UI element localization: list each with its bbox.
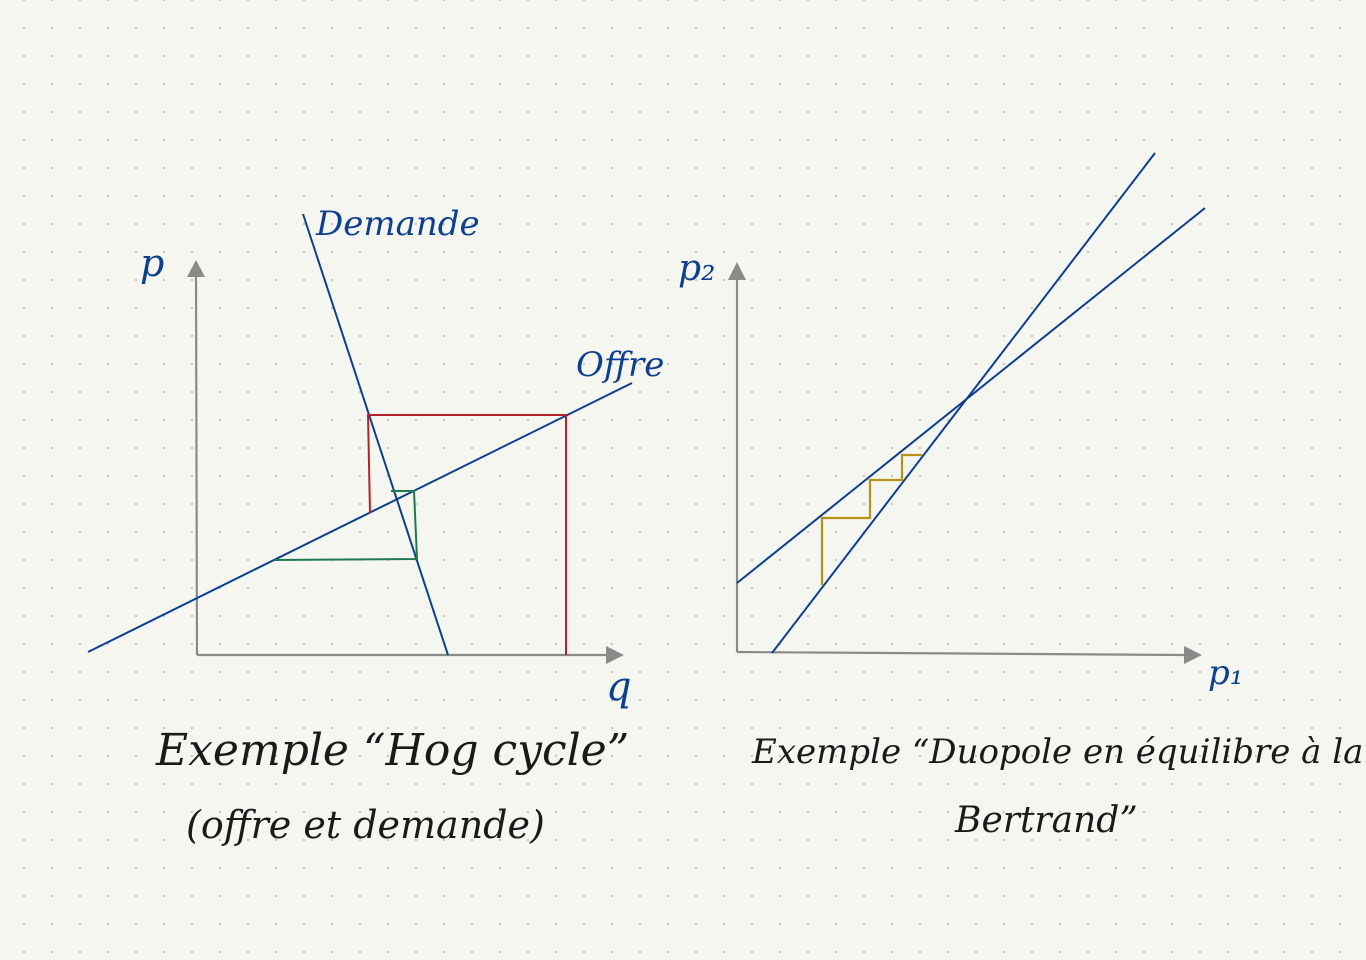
bertrand-diagram: p₂ p₁ Exemple “Duopole en équilibre à la… bbox=[678, 152, 1363, 841]
q-axis-arrow bbox=[606, 646, 624, 664]
reaction-line-firm1 bbox=[771, 152, 1156, 654]
q-axis-label: q bbox=[606, 664, 632, 710]
supply-label: Offre bbox=[576, 345, 664, 385]
green-cobweb-path bbox=[273, 490, 419, 561]
red-cobweb-path bbox=[366, 414, 567, 655]
reaction-line-firm2 bbox=[736, 207, 1206, 584]
bertrand-caption-line2: Bertrand” bbox=[954, 800, 1138, 841]
bertrand-caption-line1: Exemple “Duopole en équilibre à la bbox=[751, 732, 1363, 772]
hog-cycle-caption-line2: (offre et demande) bbox=[186, 803, 545, 847]
p2-axis-arrow bbox=[728, 262, 746, 280]
demand-line bbox=[302, 213, 449, 656]
gold-staircase-path bbox=[820, 453, 922, 585]
hog-cycle-diagram: p q Demande Offre Exemple “Hog cycle” (o… bbox=[87, 204, 664, 847]
hog-cycle-caption-line1: Exemple “Hog cycle” bbox=[155, 725, 629, 776]
demand-label: Demande bbox=[315, 204, 480, 244]
p-axis-label: p bbox=[140, 241, 164, 285]
supply-line bbox=[87, 382, 633, 653]
p1-axis-arrow bbox=[1184, 646, 1202, 664]
p2-axis-label: p₂ bbox=[678, 248, 715, 289]
p-axis bbox=[194, 274, 199, 656]
p-axis-arrow bbox=[187, 260, 205, 277]
p1-axis-label: p₁ bbox=[1208, 653, 1243, 693]
p1-axis bbox=[736, 650, 1187, 657]
